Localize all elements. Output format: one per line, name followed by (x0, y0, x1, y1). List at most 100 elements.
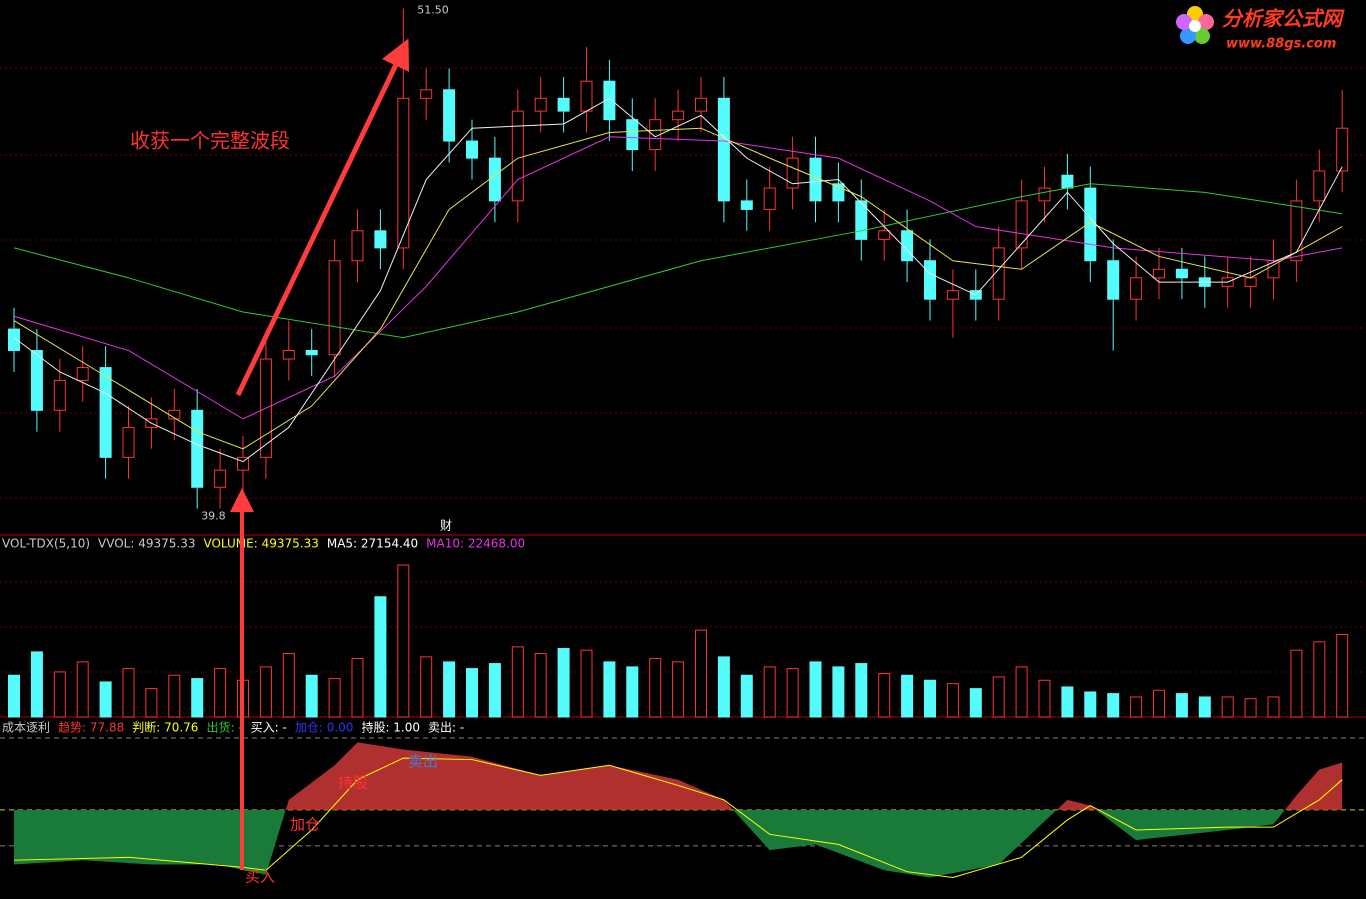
volume-bar (466, 668, 478, 718)
candle-body (992, 247, 1005, 300)
volume-bar (259, 666, 272, 718)
candle-body (763, 187, 776, 210)
candle-body (603, 80, 616, 121)
candle-body (557, 97, 570, 112)
candle-body (374, 230, 387, 249)
volume-bar (145, 688, 158, 718)
legend-entry: 趋势: 77.88 (58, 721, 124, 735)
volume-bar (649, 658, 662, 718)
volume-bar (374, 596, 387, 718)
volume-bar (626, 666, 639, 718)
candle-body (443, 89, 456, 142)
volume-bar (1290, 649, 1303, 718)
arrow (235, 38, 410, 397)
volume-bar (1038, 679, 1051, 718)
candle-body (30, 349, 43, 411)
volume-bar (946, 683, 959, 718)
high-label: 51.50 (417, 4, 449, 17)
legend-entry: 出货: - (206, 720, 242, 735)
candle-body (1336, 127, 1349, 172)
volume-bar (695, 629, 707, 718)
annotation: 收获一个完整波段 (130, 129, 290, 153)
legend-entry: VVOL: 49375.33 (98, 537, 195, 551)
candle-body (466, 140, 478, 159)
volume-bar (168, 674, 181, 718)
ma-line (13, 183, 1343, 339)
volume-bar (603, 661, 616, 718)
volume-bar (1221, 696, 1234, 718)
logo-url: www.88gs.com (1226, 37, 1336, 52)
volume-bar (305, 674, 318, 718)
volume-bar (717, 656, 730, 718)
volume-bar (351, 658, 364, 718)
candle-body (8, 328, 20, 351)
candle-body (695, 97, 707, 112)
candle-body (855, 200, 868, 240)
candle-body (1038, 187, 1051, 202)
candle-body (1290, 200, 1303, 262)
logo-name: 分析家公式网 (1222, 7, 1345, 31)
legend-entry: 卖出: - (428, 721, 464, 735)
volume-bar (763, 666, 776, 718)
candle-body (214, 469, 227, 488)
volume-bar (1198, 696, 1211, 718)
legend-entry: MA10: 22468.00 (426, 537, 525, 551)
legend-entry: 成本逐利 (2, 721, 50, 735)
volume-bar (30, 651, 43, 718)
candle-body (832, 183, 845, 202)
volume-bar (1267, 696, 1280, 718)
candle-body (511, 110, 524, 202)
candle-body (237, 456, 249, 471)
volume-bar (99, 681, 112, 718)
candle-body (901, 230, 914, 262)
volume-bar (1175, 693, 1188, 718)
volume-bar (1313, 641, 1326, 718)
candle-body (534, 97, 547, 112)
annotation: 持股 (338, 774, 368, 792)
candle-body (1244, 277, 1257, 287)
volume-bar (1061, 686, 1074, 718)
candle-body (1313, 170, 1326, 202)
volume-bar (328, 678, 341, 718)
volume-bar (1084, 691, 1097, 718)
volume-bar (809, 661, 822, 718)
grid (0, 67, 1366, 673)
candle-body (626, 119, 639, 151)
trend-area-up (14, 742, 1343, 810)
low-label: 39.8 (201, 510, 226, 523)
candle-body (488, 157, 501, 202)
annotation: 卖出 (408, 753, 438, 771)
candle-body (282, 349, 295, 360)
candle-body (580, 80, 593, 112)
volume-bar (992, 676, 1005, 718)
candle-body (878, 230, 891, 240)
volume-bar (901, 674, 914, 718)
candle-body (191, 409, 204, 488)
volume-bar (878, 673, 891, 718)
volume-bar (191, 678, 204, 718)
candle-body (53, 379, 66, 411)
volume-bar (740, 674, 753, 718)
candle-body (786, 157, 799, 189)
candle-body (76, 367, 89, 381)
volume-bar (969, 688, 982, 718)
volume-bar (511, 646, 524, 718)
volume-bar (53, 671, 66, 718)
volume-bar (786, 668, 799, 718)
legend-entry: VOLUME: 49375.33 (203, 537, 318, 551)
volume-bar (76, 661, 89, 718)
ma-line (13, 127, 1343, 450)
annotation: 财 (440, 519, 452, 533)
candle-body (1175, 268, 1188, 279)
volume-bar (855, 663, 868, 718)
candle-body (672, 110, 685, 121)
volume-bar (557, 648, 570, 718)
candle-body (397, 97, 410, 249)
candle-body (1107, 260, 1120, 300)
candle-body (420, 89, 433, 99)
ma-line (13, 136, 1343, 420)
legend-entry: MA5: 27154.40 (327, 537, 418, 551)
volume-bar (420, 656, 433, 718)
candle-body (1061, 174, 1074, 189)
